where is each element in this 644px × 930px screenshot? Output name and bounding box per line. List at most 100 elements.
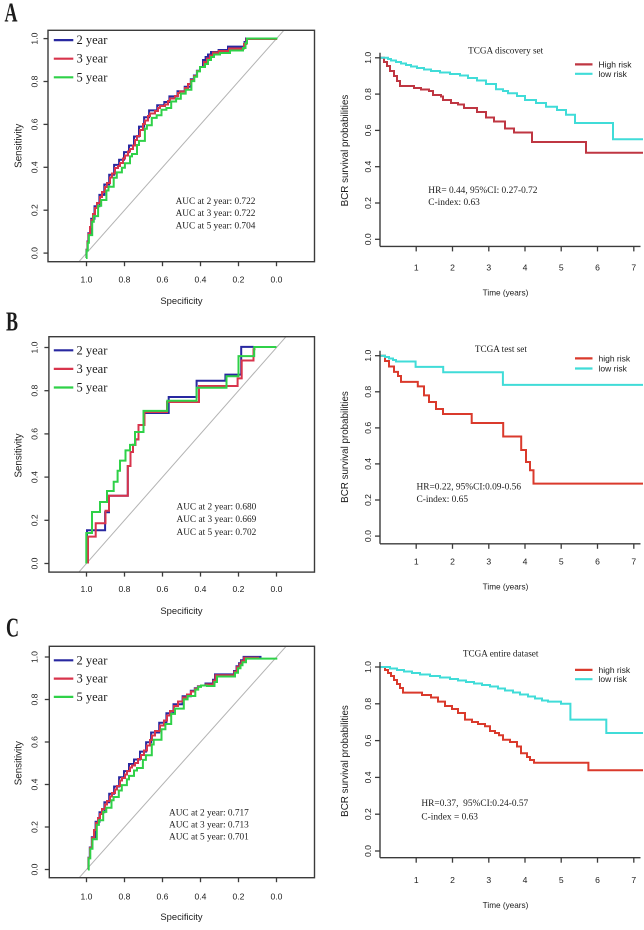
svg-text:0.8: 0.8 [363, 88, 373, 100]
svg-text:0.2: 0.2 [363, 197, 373, 209]
svg-text:Sensitivity: Sensitivity [14, 124, 25, 168]
svg-text:TCGA discovery set: TCGA discovery set [468, 46, 543, 56]
svg-text:1.0: 1.0 [363, 52, 373, 64]
svg-text:0.4: 0.4 [30, 778, 40, 790]
svg-text:1.0: 1.0 [81, 584, 93, 594]
svg-text:1.0: 1.0 [30, 32, 40, 44]
svg-text:2: 2 [450, 556, 455, 566]
svg-text:3 year: 3 year [77, 52, 109, 66]
svg-text:0.4: 0.4 [195, 891, 207, 901]
svg-text:0.2: 0.2 [363, 494, 373, 506]
svg-text:0.8: 0.8 [363, 386, 373, 398]
svg-text:7: 7 [631, 263, 636, 273]
svg-text:HR=0.22, 95%CI:0.09-0.56: HR=0.22, 95%CI:0.09-0.56 [417, 483, 522, 493]
svg-text:HR= 0.44, 95%CI: 0.27-0.72: HR= 0.44, 95%CI: 0.27-0.72 [428, 186, 538, 196]
svg-text:0.8: 0.8 [363, 698, 373, 710]
svg-text:AUC at 5 year: 0.701: AUC at 5 year: 0.701 [169, 832, 249, 842]
svg-text:low risk: low risk [599, 674, 628, 684]
svg-text:A: A [5, 0, 18, 28]
svg-text:HR=0.37, 95%CI:0.24-0.57: HR=0.37, 95%CI:0.24-0.57 [421, 799, 528, 809]
svg-text:high risk: high risk [599, 665, 631, 675]
svg-text:0.6: 0.6 [363, 734, 373, 746]
svg-text:5: 5 [559, 875, 564, 885]
svg-text:BCR survival probabilities: BCR survival probabilities [340, 391, 351, 503]
svg-text:4: 4 [523, 875, 528, 885]
svg-text:0.0: 0.0 [271, 891, 283, 901]
svg-text:1: 1 [414, 556, 419, 566]
svg-text:0.2: 0.2 [30, 821, 40, 833]
svg-text:low risk: low risk [599, 364, 628, 374]
svg-text:0.2: 0.2 [30, 514, 40, 526]
svg-text:Sensitivity: Sensitivity [14, 433, 25, 477]
svg-text:5 year: 5 year [77, 690, 109, 704]
svg-text:0.0: 0.0 [363, 233, 373, 245]
svg-text:0.6: 0.6 [363, 124, 373, 136]
svg-text:C-index: 0.65: C-index: 0.65 [417, 495, 469, 505]
svg-text:1.0: 1.0 [363, 350, 373, 362]
svg-text:AUC at 2 year: 0.722: AUC at 2 year: 0.722 [176, 197, 256, 207]
svg-text:0.2: 0.2 [233, 891, 245, 901]
svg-text:3: 3 [486, 263, 491, 273]
svg-text:3: 3 [486, 875, 491, 885]
svg-text:AUC at 3 year: 0.669: AUC at 3 year: 0.669 [177, 515, 257, 525]
svg-text:AUC at 5 year: 0.702: AUC at 5 year: 0.702 [177, 528, 257, 538]
svg-text:BCR survival probabilities: BCR survival probabilities [340, 705, 351, 817]
svg-text:Specificity: Specificity [160, 605, 203, 616]
svg-text:0.6: 0.6 [30, 428, 40, 440]
svg-text:0.6: 0.6 [30, 736, 40, 748]
svg-text:6: 6 [595, 556, 600, 566]
svg-text:Sensitivity: Sensitivity [14, 741, 25, 785]
svg-text:0.8: 0.8 [30, 385, 40, 397]
svg-text:3 year: 3 year [77, 672, 109, 686]
svg-text:4: 4 [523, 263, 528, 273]
svg-text:1.0: 1.0 [81, 275, 93, 285]
svg-text:0.0: 0.0 [30, 863, 40, 875]
svg-text:TCGA entire dataset: TCGA entire dataset [463, 649, 539, 659]
svg-text:3: 3 [486, 556, 491, 566]
svg-text:0.4: 0.4 [363, 458, 373, 470]
svg-text:0.8: 0.8 [119, 275, 131, 285]
svg-text:0.6: 0.6 [157, 584, 169, 594]
svg-text:0.6: 0.6 [157, 275, 169, 285]
svg-text:1.0: 1.0 [81, 891, 93, 901]
svg-text:1.0: 1.0 [30, 341, 40, 353]
svg-text:Time (years): Time (years) [483, 901, 529, 910]
svg-text:Specificity: Specificity [160, 911, 203, 922]
svg-text:0.2: 0.2 [30, 204, 40, 216]
svg-text:7: 7 [631, 875, 636, 885]
svg-text:2 year: 2 year [77, 343, 109, 357]
svg-text:TCGA test set: TCGA test set [475, 344, 528, 354]
svg-text:0.0: 0.0 [30, 247, 40, 259]
svg-text:AUC at 3 year: 0.722: AUC at 3 year: 0.722 [176, 209, 256, 219]
svg-text:low risk: low risk [599, 69, 628, 79]
svg-text:0.2: 0.2 [363, 808, 373, 820]
svg-text:5: 5 [559, 556, 564, 566]
svg-text:AUC at 3 year: 0.713: AUC at 3 year: 0.713 [169, 821, 249, 831]
svg-text:0.4: 0.4 [363, 771, 373, 783]
svg-text:high risk: high risk [599, 353, 631, 363]
svg-text:1: 1 [414, 875, 419, 885]
svg-text:C-index = 0.63: C-index = 0.63 [421, 813, 478, 823]
svg-text:5: 5 [559, 263, 564, 273]
svg-text:0.8: 0.8 [119, 891, 131, 901]
svg-text:6: 6 [595, 875, 600, 885]
svg-text:AUC at 5 year: 0.704: AUC at 5 year: 0.704 [176, 221, 256, 231]
svg-text:AUC at 2 year: 0.717: AUC at 2 year: 0.717 [169, 808, 249, 818]
svg-text:0.6: 0.6 [157, 891, 169, 901]
svg-text:0.2: 0.2 [233, 584, 245, 594]
svg-text:0.0: 0.0 [30, 557, 40, 569]
svg-text:C-index: 0.63: C-index: 0.63 [428, 198, 480, 208]
svg-text:4: 4 [523, 556, 528, 566]
svg-text:2 year: 2 year [77, 653, 109, 667]
svg-text:1: 1 [414, 263, 419, 273]
svg-text:0.2: 0.2 [233, 275, 245, 285]
svg-text:0.8: 0.8 [30, 75, 40, 87]
svg-text:B: B [6, 307, 18, 337]
svg-text:2: 2 [450, 875, 455, 885]
svg-text:High risk: High risk [599, 59, 633, 69]
svg-text:0.6: 0.6 [363, 422, 373, 434]
svg-text:0.0: 0.0 [363, 845, 373, 857]
svg-text:5 year: 5 year [77, 70, 109, 84]
svg-text:Specificity: Specificity [160, 295, 203, 306]
svg-text:0.0: 0.0 [363, 530, 373, 542]
